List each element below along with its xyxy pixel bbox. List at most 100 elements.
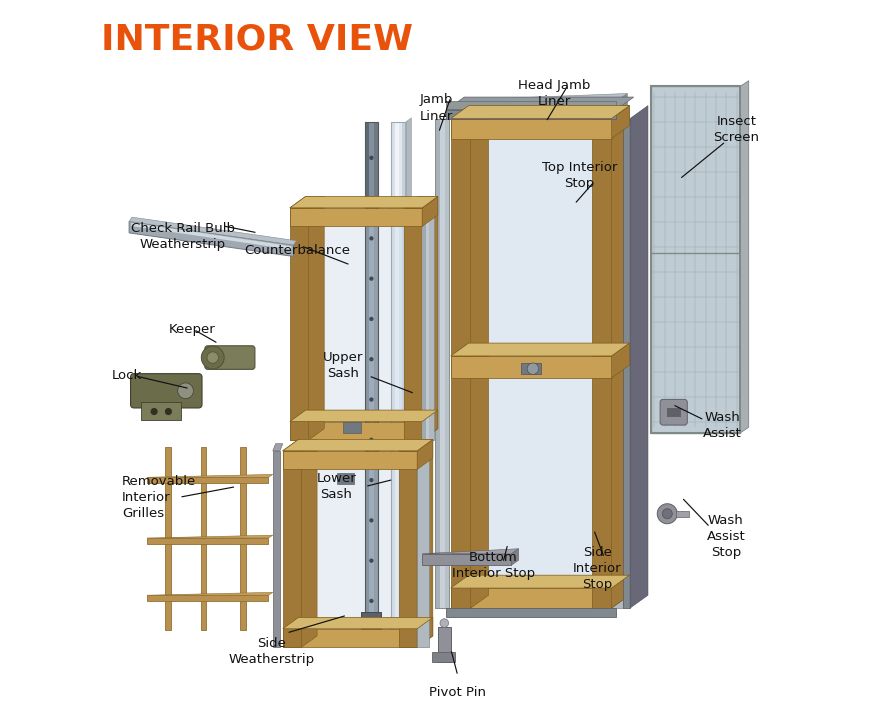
Bar <box>480 112 619 115</box>
Bar <box>432 651 455 662</box>
Bar <box>392 122 406 637</box>
Text: Counterbalance: Counterbalance <box>244 244 350 257</box>
Bar <box>676 511 689 516</box>
Polygon shape <box>612 106 629 608</box>
Bar <box>399 122 402 637</box>
Bar <box>480 107 619 110</box>
Bar <box>480 99 619 115</box>
Polygon shape <box>290 197 324 208</box>
Bar <box>147 595 268 601</box>
Bar <box>435 119 440 608</box>
Polygon shape <box>422 197 438 440</box>
Polygon shape <box>290 410 438 422</box>
Polygon shape <box>651 86 740 433</box>
Bar <box>343 422 361 433</box>
Circle shape <box>440 619 449 628</box>
Polygon shape <box>446 97 634 110</box>
Bar <box>370 122 373 637</box>
Text: Wash
Assist
Stop: Wash Assist Stop <box>707 514 745 559</box>
Polygon shape <box>451 106 629 119</box>
Text: Bottom
Interior Stop: Bottom Interior Stop <box>452 551 535 580</box>
Text: INTERIOR VIEW: INTERIOR VIEW <box>100 22 413 56</box>
Polygon shape <box>282 617 433 629</box>
Bar <box>471 139 591 356</box>
Bar <box>612 119 623 608</box>
Bar <box>438 628 451 662</box>
Text: Lower
Sash: Lower Sash <box>317 472 356 501</box>
Bar <box>522 363 541 375</box>
Bar <box>446 608 616 617</box>
Bar <box>480 110 619 112</box>
Text: Top Interior
Stop: Top Interior Stop <box>542 161 617 190</box>
Polygon shape <box>451 106 488 119</box>
Polygon shape <box>612 343 629 378</box>
Text: Lock: Lock <box>111 369 142 382</box>
Polygon shape <box>282 440 433 451</box>
Bar <box>309 226 404 422</box>
Polygon shape <box>740 81 749 433</box>
Bar <box>666 408 681 416</box>
Polygon shape <box>417 617 433 647</box>
Bar <box>365 122 370 637</box>
Polygon shape <box>282 451 301 647</box>
Bar <box>147 477 268 483</box>
FancyBboxPatch shape <box>660 399 687 425</box>
Bar <box>417 451 429 647</box>
Polygon shape <box>282 451 417 469</box>
Polygon shape <box>282 629 417 647</box>
Circle shape <box>370 437 373 442</box>
Polygon shape <box>451 588 612 608</box>
Bar <box>426 208 429 440</box>
Bar <box>440 119 445 608</box>
Bar <box>336 473 355 484</box>
Polygon shape <box>147 592 273 595</box>
Text: Side
Weatherstrip: Side Weatherstrip <box>229 637 315 666</box>
Bar <box>480 104 619 107</box>
Bar <box>165 448 171 630</box>
Text: Keeper: Keeper <box>168 323 216 336</box>
Circle shape <box>370 155 373 160</box>
Bar <box>392 122 395 637</box>
Bar <box>623 119 630 608</box>
Circle shape <box>527 363 539 375</box>
Bar <box>201 448 206 630</box>
Polygon shape <box>282 440 317 451</box>
Polygon shape <box>273 444 282 451</box>
Text: Insect
Screen: Insect Screen <box>714 115 759 144</box>
Text: Check Rail Bulb
Weatherstrip: Check Rail Bulb Weatherstrip <box>131 222 235 251</box>
Text: Wash
Assist: Wash Assist <box>703 411 742 440</box>
Polygon shape <box>129 221 294 257</box>
Polygon shape <box>591 106 629 119</box>
Polygon shape <box>290 197 438 208</box>
Polygon shape <box>290 422 422 440</box>
Bar <box>373 122 378 637</box>
Bar <box>471 378 591 588</box>
Polygon shape <box>406 118 412 637</box>
Bar <box>362 612 381 637</box>
Polygon shape <box>451 119 471 608</box>
Polygon shape <box>404 208 422 440</box>
Polygon shape <box>290 208 309 440</box>
FancyBboxPatch shape <box>130 374 202 408</box>
Polygon shape <box>451 119 612 139</box>
Circle shape <box>370 276 373 281</box>
Polygon shape <box>511 549 518 565</box>
Bar <box>435 119 450 608</box>
FancyBboxPatch shape <box>205 346 255 369</box>
Polygon shape <box>290 208 422 226</box>
Polygon shape <box>422 549 518 554</box>
Bar <box>435 119 450 608</box>
Bar <box>422 208 434 440</box>
Circle shape <box>370 478 373 482</box>
Bar <box>147 538 268 544</box>
Bar <box>445 119 450 608</box>
Circle shape <box>370 236 373 241</box>
Circle shape <box>370 398 373 402</box>
Bar <box>273 451 280 647</box>
Text: Head Jamb
Liner: Head Jamb Liner <box>518 80 590 108</box>
Polygon shape <box>131 223 291 249</box>
Polygon shape <box>309 197 324 440</box>
Bar <box>395 122 399 637</box>
Circle shape <box>178 383 194 398</box>
Polygon shape <box>399 451 417 647</box>
